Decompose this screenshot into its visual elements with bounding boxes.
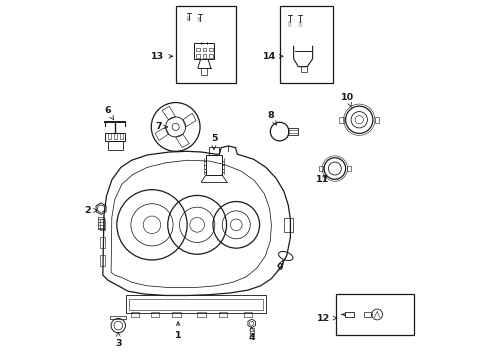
Bar xyxy=(335,294,413,335)
Bar xyxy=(339,117,343,123)
Text: 14: 14 xyxy=(263,52,283,61)
Bar xyxy=(131,312,139,317)
Text: 9: 9 xyxy=(276,260,283,273)
Bar xyxy=(108,134,111,139)
Bar xyxy=(202,48,206,51)
Bar xyxy=(150,312,159,317)
Bar xyxy=(120,134,122,139)
Bar xyxy=(107,140,123,149)
Bar xyxy=(193,42,214,59)
Bar xyxy=(208,147,219,155)
Bar xyxy=(300,66,306,72)
Bar xyxy=(279,6,332,83)
Text: 8: 8 xyxy=(266,111,276,125)
Bar xyxy=(176,6,235,83)
Bar xyxy=(363,312,371,317)
Bar xyxy=(201,68,207,75)
Bar xyxy=(105,133,125,140)
Bar xyxy=(208,48,212,51)
Bar xyxy=(206,155,222,175)
Bar xyxy=(197,312,205,317)
Text: 4: 4 xyxy=(248,327,254,342)
Text: 10: 10 xyxy=(341,93,354,107)
Bar xyxy=(284,218,292,232)
Bar xyxy=(344,312,353,318)
Bar xyxy=(172,312,180,317)
Text: 1: 1 xyxy=(175,322,181,341)
Bar xyxy=(100,220,104,230)
Bar xyxy=(196,48,199,51)
Bar xyxy=(114,134,117,139)
Bar xyxy=(196,54,199,58)
Text: 2: 2 xyxy=(84,206,97,215)
Bar xyxy=(208,54,212,58)
Bar xyxy=(244,312,252,317)
Bar xyxy=(110,316,126,319)
Bar xyxy=(100,237,104,248)
Text: 6: 6 xyxy=(104,105,113,120)
Text: 5: 5 xyxy=(210,134,217,149)
Text: 13: 13 xyxy=(151,52,172,61)
Bar xyxy=(319,166,322,171)
Bar xyxy=(100,255,104,266)
Bar xyxy=(129,299,262,310)
Bar xyxy=(126,295,265,313)
Text: 3: 3 xyxy=(115,332,122,348)
Text: 7: 7 xyxy=(155,122,167,131)
Bar xyxy=(374,117,378,123)
Bar xyxy=(287,128,297,135)
Text: 12: 12 xyxy=(316,314,336,323)
Text: 11: 11 xyxy=(315,175,328,184)
Bar xyxy=(202,54,206,58)
Bar xyxy=(218,312,227,317)
Bar xyxy=(346,166,350,171)
